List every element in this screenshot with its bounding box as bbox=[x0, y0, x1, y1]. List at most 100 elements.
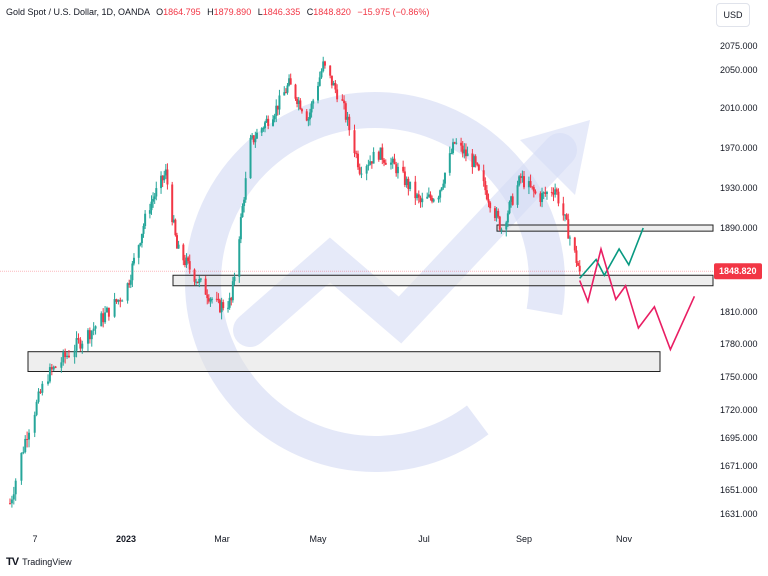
candle-body bbox=[463, 149, 466, 154]
open-label: O bbox=[156, 7, 164, 17]
candle-body bbox=[529, 181, 532, 187]
candle-body bbox=[405, 178, 408, 186]
candle-body bbox=[119, 299, 122, 302]
candle-body bbox=[369, 161, 372, 165]
candle-body bbox=[370, 161, 373, 164]
candle-body bbox=[402, 166, 405, 172]
candle-body bbox=[573, 237, 576, 251]
candle-body bbox=[48, 367, 51, 382]
candle-body bbox=[473, 156, 475, 167]
candle-body bbox=[227, 307, 230, 309]
candle-body bbox=[322, 61, 325, 72]
candle-body bbox=[265, 118, 268, 123]
candle-body bbox=[187, 257, 190, 262]
candle-body bbox=[358, 167, 361, 174]
candle-body bbox=[128, 283, 131, 285]
currency-button[interactable]: USD bbox=[716, 3, 750, 27]
candle-body bbox=[578, 265, 581, 272]
candle-body bbox=[567, 219, 570, 239]
candle-body bbox=[554, 189, 557, 195]
candle-body bbox=[175, 235, 178, 249]
candle-body bbox=[284, 92, 287, 94]
candle-body bbox=[231, 281, 234, 301]
candle-body bbox=[300, 109, 303, 112]
price-axis[interactable]: 2075.000 2050.000 2010.000 1970.000 1930.000… bbox=[714, 41, 762, 519]
candle-body bbox=[381, 147, 384, 160]
candle-body bbox=[251, 135, 254, 138]
candle-body bbox=[323, 61, 326, 66]
candle-body bbox=[160, 175, 163, 189]
time-tick-label: Mar bbox=[214, 534, 230, 544]
candle-body bbox=[219, 300, 221, 313]
candle-body bbox=[484, 181, 487, 191]
candle-body bbox=[86, 330, 89, 344]
candle-body bbox=[26, 438, 29, 440]
symbol-title: Gold Spot / U.S. Dollar, 1D, OANDA bbox=[6, 7, 150, 17]
candle-body bbox=[334, 82, 337, 90]
time-axis[interactable]: 7 2023 Mar May Jul Sep Nov bbox=[32, 534, 632, 544]
candle-body bbox=[505, 222, 508, 230]
candle-body bbox=[557, 191, 560, 204]
candle-body bbox=[429, 194, 432, 198]
candle-body bbox=[166, 169, 169, 185]
price-tick-label: 2050.000 bbox=[720, 65, 758, 75]
candle-body bbox=[448, 153, 451, 173]
candle-body bbox=[115, 299, 118, 302]
tradingview-logo[interactable]: TV TradingView bbox=[6, 556, 72, 568]
candle-body bbox=[310, 103, 313, 113]
candle-body bbox=[50, 367, 53, 370]
candle-body bbox=[161, 175, 164, 181]
candle-body bbox=[474, 156, 477, 163]
candle-body bbox=[260, 128, 263, 133]
candle-body bbox=[100, 313, 103, 327]
candle-body bbox=[228, 297, 231, 308]
price-tick-label: 1930.000 bbox=[720, 183, 758, 193]
candle-body bbox=[426, 196, 429, 199]
candle-body bbox=[244, 178, 247, 200]
candle-body bbox=[500, 229, 503, 231]
price-tick-label: 1970.000 bbox=[720, 143, 758, 153]
candle-body bbox=[516, 185, 519, 205]
candle-body bbox=[144, 213, 147, 226]
candle-body bbox=[183, 260, 186, 266]
candle-body bbox=[263, 122, 266, 129]
candle-body bbox=[137, 245, 140, 258]
candle-body bbox=[14, 480, 17, 495]
candle-body bbox=[172, 219, 175, 223]
candle-body bbox=[94, 326, 97, 329]
candle-body bbox=[24, 438, 27, 453]
candle-body bbox=[107, 307, 110, 317]
candle-body bbox=[132, 257, 135, 264]
candle-body bbox=[466, 153, 469, 157]
candle-body bbox=[565, 214, 568, 220]
candle-body bbox=[367, 164, 370, 167]
candle-body bbox=[294, 84, 297, 99]
candle-body bbox=[377, 151, 380, 160]
candle-body bbox=[440, 187, 443, 191]
candle-body bbox=[62, 351, 65, 363]
candle-body bbox=[220, 302, 223, 313]
price-tick-label: 1695.000 bbox=[720, 433, 758, 443]
candle-body bbox=[344, 103, 347, 120]
price-tick-label: 2075.000 bbox=[720, 41, 758, 51]
candle-body bbox=[9, 503, 11, 505]
candle-body bbox=[64, 351, 67, 358]
candle-body bbox=[75, 338, 78, 351]
candle-body bbox=[452, 142, 455, 153]
candle-body bbox=[318, 77, 321, 86]
candle-body bbox=[276, 105, 279, 110]
candle-body bbox=[542, 192, 545, 194]
candle-body bbox=[419, 197, 422, 203]
candle-body bbox=[131, 263, 134, 281]
time-tick-label: Nov bbox=[616, 534, 633, 544]
candle-body bbox=[255, 132, 258, 139]
candle-body bbox=[498, 216, 501, 230]
watermark-arrow-head bbox=[520, 120, 590, 195]
candle-body bbox=[164, 169, 167, 176]
candle-body bbox=[288, 78, 291, 86]
candle-body bbox=[577, 262, 580, 266]
candle-body bbox=[527, 181, 530, 188]
candle-body bbox=[182, 244, 185, 261]
candle-body bbox=[497, 210, 500, 217]
